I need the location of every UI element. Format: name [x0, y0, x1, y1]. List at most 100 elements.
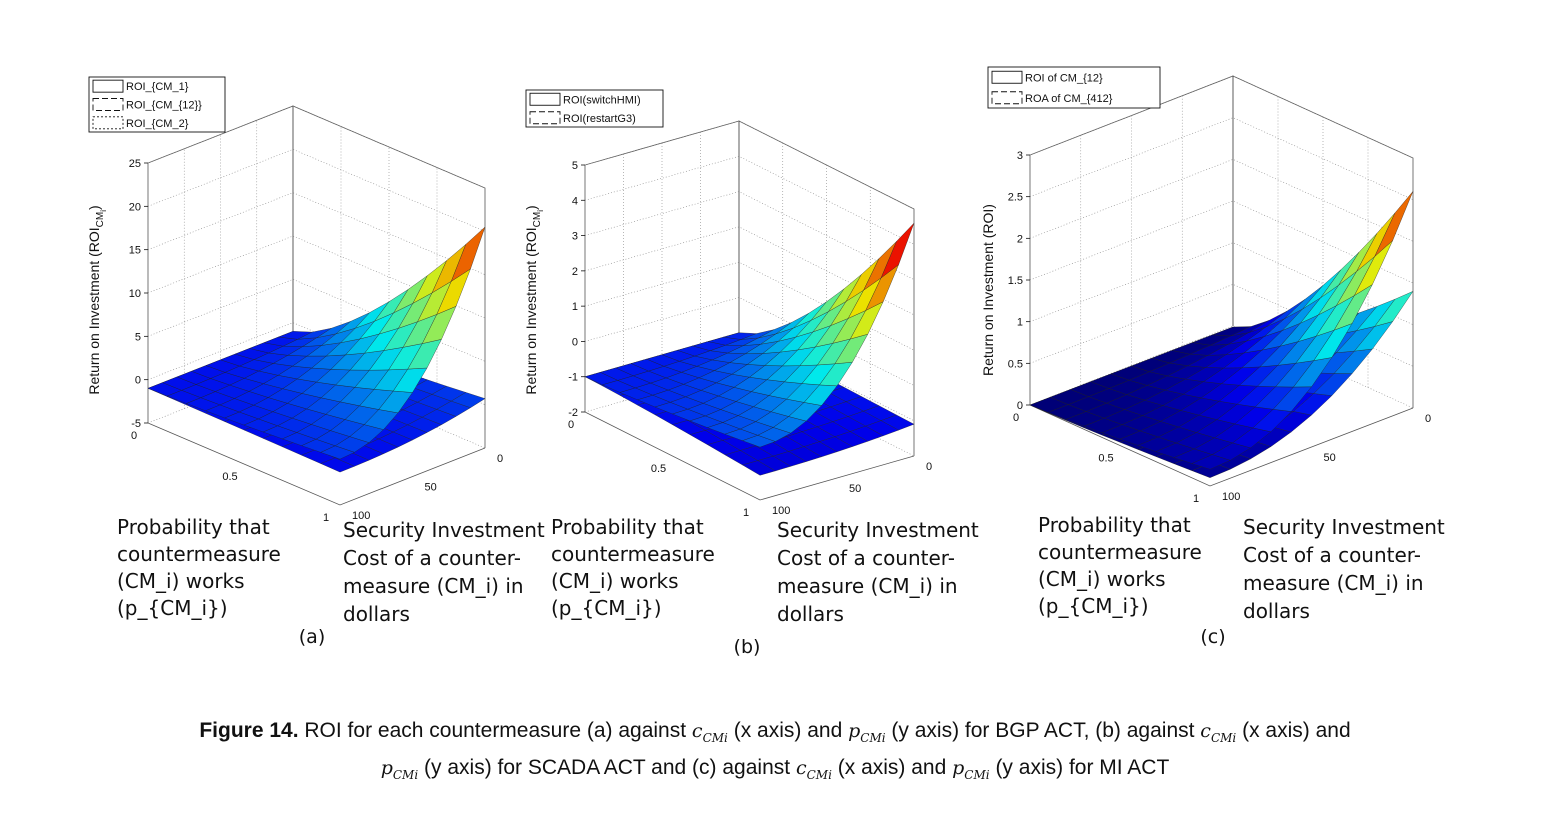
z-tick-label: 1: [572, 301, 578, 313]
y-tick-label: 0: [568, 419, 574, 431]
z-tick-label: 0.5: [1008, 358, 1023, 370]
x-tick-label: 50: [849, 483, 861, 495]
panel-label: (c): [1200, 626, 1225, 648]
z-tick-label: 0: [135, 375, 141, 387]
x-tick-label: 0: [497, 453, 503, 465]
caption-text-5: (y axis) for SCADA ACT and (c) against: [418, 756, 796, 779]
y-tick-label: 1: [1193, 493, 1199, 505]
y-axis-label-line: countermeasure: [117, 542, 281, 566]
z-grid-line: [585, 192, 914, 280]
z-tick-label: -2: [568, 407, 578, 419]
z-tick-label: 2: [572, 266, 578, 278]
legend-entry: ROI of CM_{12}: [1025, 72, 1103, 84]
caption-math-p-1: pCMi: [848, 720, 885, 742]
caption-math-p-2: pCMi: [381, 757, 418, 779]
y-axis-label-line: Probability that: [117, 515, 270, 539]
caption-math-c-3: cCMi: [796, 757, 832, 779]
z-tick-label: 2: [1017, 233, 1023, 245]
legend: ROI of CM_{12} ROA of CM_{412}: [988, 67, 1160, 108]
z-grid-line: [1030, 159, 1413, 241]
z-tick-label: 0: [572, 336, 578, 348]
x-axis-label-line: measure (CM_i) in: [343, 574, 524, 598]
z-axis-label: Return on Investment (ROICMi): [86, 205, 108, 394]
y-tick-label: 0: [1013, 412, 1019, 424]
legend-entry: ROI(switchHMI): [563, 94, 641, 106]
legend-entry: ROI_{CM_{12}}: [126, 100, 202, 112]
z-tick-label: 2.5: [1008, 192, 1023, 204]
x-tick-label: 50: [1324, 452, 1336, 464]
figure-caption: Figure 14. ROI for each countermeasure (…: [60, 716, 1490, 790]
panel-label: (a): [299, 626, 325, 648]
y-axis-label-line: Probability that: [1038, 513, 1191, 537]
x-axis-label-line: dollars: [777, 602, 844, 626]
caption-text-4: (x axis) and: [1236, 719, 1350, 742]
x-axis-label-line: Security Investment: [343, 518, 545, 542]
z-tick-label: 3: [1017, 150, 1023, 162]
y-axis-label-line: Probability that: [551, 515, 704, 539]
z-grid-line: [148, 193, 485, 275]
z-grid-line: [148, 149, 485, 231]
y-axis-label-line: (CM_i) works: [117, 569, 245, 593]
z-grid-line: [585, 156, 914, 244]
surface-patch: [1375, 191, 1413, 256]
x-axis-label-line: dollars: [343, 602, 410, 626]
z-grid-line: [585, 121, 914, 209]
chart-panel-2: -2-101234500.51050100Return on Investmen…: [523, 90, 979, 658]
y-axis-label-line: (p_{CM_i}): [117, 596, 228, 620]
legend-swatch: [93, 117, 123, 129]
z-tick-label: 25: [129, 158, 141, 170]
z-tick-label: 1: [1017, 317, 1023, 329]
x-axis-label-line: Security Investment: [777, 518, 979, 542]
x-axis-label-line: Cost of a counter-: [777, 546, 955, 570]
x-tick-label: 0: [926, 461, 932, 473]
x-axis-label-line: Cost of a counter-: [343, 546, 521, 570]
legend-swatch: [93, 99, 123, 111]
panel-label: (b): [734, 636, 761, 658]
y-tick-label: 1: [743, 507, 749, 519]
z-tick-label: 20: [129, 201, 141, 213]
y-tick-label: 0.5: [222, 471, 237, 483]
legend-entry: ROI(restartG3): [563, 113, 636, 125]
legend-swatch: [992, 92, 1022, 104]
legend-swatch: [992, 71, 1022, 83]
x-axis-label-line: Security Investment: [1243, 515, 1445, 539]
caption-math-c-1: cCMi: [692, 720, 728, 742]
x-axis-label-line: measure (CM_i) in: [1243, 571, 1424, 595]
y-axis-label-line: countermeasure: [551, 542, 715, 566]
caption-label: Figure 14.: [199, 719, 298, 742]
surface-patch: [881, 223, 914, 278]
z-tick-label: -1: [568, 372, 578, 384]
caption-math-c-2: cCMi: [1200, 720, 1236, 742]
legend-entry: ROI_{CM_2}: [126, 118, 189, 130]
legend: ROI_{CM_1} ROI_{CM_{12}} ROI_{CM_2}: [89, 77, 225, 132]
z-tick-label: 5: [135, 331, 141, 343]
z-axis-label: Return on Investment (ROICMi): [523, 205, 545, 394]
x-axis-label-line: dollars: [1243, 599, 1310, 623]
legend-entry: ROA of CM_{412}: [1025, 93, 1113, 105]
y-axis-label-line: (p_{CM_i}): [1038, 594, 1149, 618]
legend-entry: ROI_{CM_1}: [126, 81, 189, 93]
x-axis-label-line: measure (CM_i) in: [777, 574, 958, 598]
caption-text-2: (x axis) and: [728, 719, 848, 742]
z-tick-label: 15: [129, 245, 141, 257]
y-axis-label-line: (CM_i) works: [551, 569, 679, 593]
legend-swatch: [93, 80, 123, 92]
x-tick-label: 100: [772, 505, 790, 517]
z-tick-label: 1.5: [1008, 275, 1023, 287]
legend-swatch: [530, 93, 560, 105]
z-grid-line: [1030, 118, 1413, 200]
y-tick-label: 0.5: [651, 463, 666, 475]
z-tick-label: 3: [572, 231, 578, 243]
y-axis-label-line: (p_{CM_i}): [551, 596, 662, 620]
legend: ROI(switchHMI) ROI(restartG3): [526, 90, 663, 127]
y-tick-label: 1: [323, 512, 329, 524]
legend-swatch: [530, 112, 560, 124]
y-tick-label: 0.5: [1098, 453, 1113, 465]
caption-text-3: (y axis) for BGP ACT, (b) against: [886, 719, 1201, 742]
caption-text-1: ROI for each countermeasure (a) against: [299, 719, 692, 742]
caption-text-6: (x axis) and: [832, 756, 952, 779]
x-tick-label: 100: [1222, 491, 1240, 503]
z-tick-label: 10: [129, 288, 141, 300]
